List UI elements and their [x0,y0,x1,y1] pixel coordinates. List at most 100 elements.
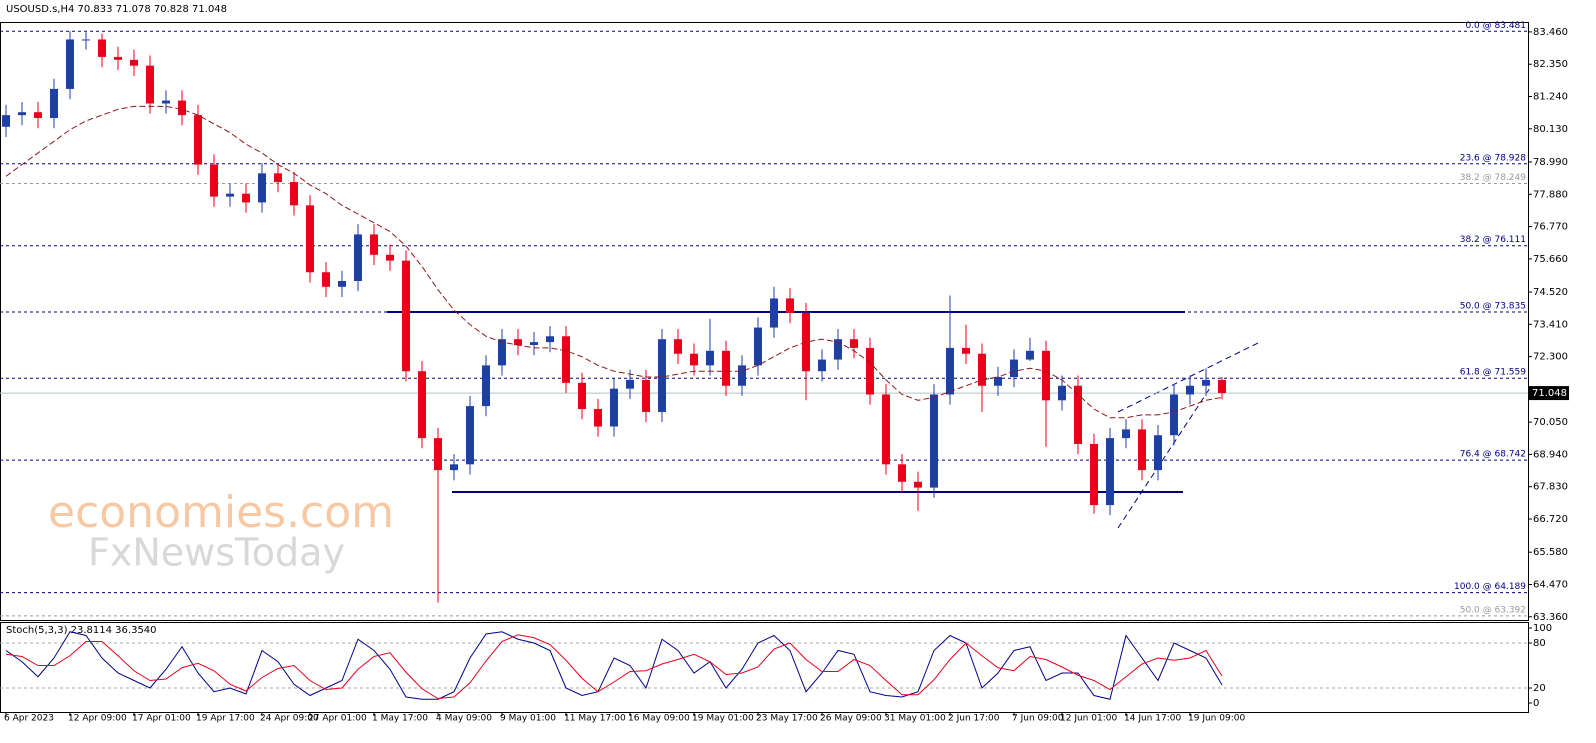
candle-body [34,112,42,119]
y-tick-label: 68.940 [1533,449,1568,460]
candle-body [658,339,666,412]
candle-body [194,115,202,165]
candle-body [466,406,474,465]
x-tick-label: 4 May 09:00 [436,714,492,724]
candle-body [1138,429,1146,471]
candle-body [258,173,266,203]
candle-body [610,388,618,427]
candle-body [2,115,10,127]
candle-body [434,438,442,471]
candle-body [210,164,218,197]
x-tick-label: 7 Jun 09:00 [1012,714,1064,724]
candle-body [642,379,650,412]
x-tick-label: 19 May 01:00 [692,714,754,724]
y-tick-label: 75.660 [1533,254,1568,265]
x-tick-label: 9 May 01:00 [500,714,556,724]
candle-body [66,39,74,89]
x-tick-label: 23 May 17:00 [756,714,818,724]
candle-body [1058,385,1066,401]
candle-body [882,394,890,465]
candle-body [674,339,682,354]
candle-body [1026,350,1034,360]
candle-body [338,280,346,287]
x-tick-label: 19 Apr 17:00 [196,714,255,724]
watermark-text: FxNewsToday [88,531,345,575]
candle-body [1202,379,1210,386]
y-tick-label: 77.880 [1533,189,1568,200]
y-tick-label: 65.580 [1533,547,1568,558]
candle-body [1010,359,1018,378]
candle-body [274,173,282,183]
candle-body [306,205,314,273]
y-tick-label: 63.360 [1533,612,1568,623]
candle-body [18,112,26,116]
candle-body [130,59,138,66]
candle-body [1074,385,1082,444]
candle-body [1170,394,1178,436]
candle-body [402,260,410,372]
y-tick-label: 100 [1533,623,1552,634]
fib-label: 23.6 @ 78.928 [1460,153,1527,163]
last-price-label: 71.048 [1532,388,1567,399]
y-tick-label: 83.460 [1533,27,1568,38]
candle-body [930,394,938,488]
stoch-line [5,634,1223,700]
y-tick-label: 82.350 [1533,59,1568,70]
candle-body [146,65,154,104]
candle-body [226,193,234,197]
y-tick-label: 67.830 [1533,482,1568,493]
candle-body [50,88,58,119]
candle-body [690,353,698,366]
last-price-box [1529,386,1569,401]
indicator-title: Stoch(5,3,3) 23.8114 36.3540 [6,625,157,636]
x-tick-label: 12 Apr 09:00 [68,714,127,724]
candle-body [914,481,922,488]
candle-body [290,182,298,206]
candle-body [322,272,330,287]
fib-label: 38.2 @ 78.249 [1460,173,1527,183]
x-tick-label: 1 May 17:00 [372,714,428,724]
wedge-line [1117,342,1259,413]
candle-body [114,56,122,60]
y-tick-label: 80 [1533,638,1546,649]
y-tick-label: 72.300 [1533,352,1568,363]
candle-body [546,336,554,343]
x-tick-label: 12 Jun 01:00 [1060,714,1117,724]
stoch-panel-frame [0,622,1529,713]
y-tick-label: 66.720 [1533,514,1568,525]
stoch-line [5,631,1223,700]
candle-body [482,365,490,407]
candle-body [1042,350,1050,401]
watermark: economies.com FxNewsToday [48,487,394,575]
candle-body [370,234,378,255]
y-tick-label: 64.470 [1533,579,1568,590]
candle-body [770,298,778,328]
candle-body [1106,438,1114,506]
candle-body [898,464,906,482]
y-tick-label: 76.770 [1533,222,1568,233]
x-tick-label: 14 Jun 17:00 [1124,714,1181,724]
fib-label: 50.0 @ 73.835 [1460,301,1526,311]
candle-body [498,339,506,366]
candle-body [178,100,186,116]
y-tick-label: 20 [1533,683,1546,694]
chart-title: USOUSD.s,H4 70.833 71.078 70.828 71.048 [6,4,227,15]
fib-label: 0.0 @ 83.481 [1465,21,1526,31]
y-tick-label: 80.130 [1533,124,1568,135]
candle-body [626,379,634,389]
candle-body [754,327,762,366]
fib-label: 38.2 @ 76.111 [1460,235,1526,245]
x-tick-label: 17 Apr 01:00 [132,714,191,724]
x-tick-label: 11 May 17:00 [564,714,626,724]
candle-body [1090,443,1098,506]
wedge-line [1117,387,1211,529]
x-tick-label: 31 May 01:00 [884,714,946,724]
candle-body [242,193,250,203]
x-tick-label: 2 Jun 17:00 [948,714,1000,724]
candle-body [162,100,170,104]
y-tick-label: 78.990 [1533,157,1568,168]
y-tick-label: 0 [1533,698,1539,709]
fib-label: 100.0 @ 64.189 [1454,582,1526,592]
